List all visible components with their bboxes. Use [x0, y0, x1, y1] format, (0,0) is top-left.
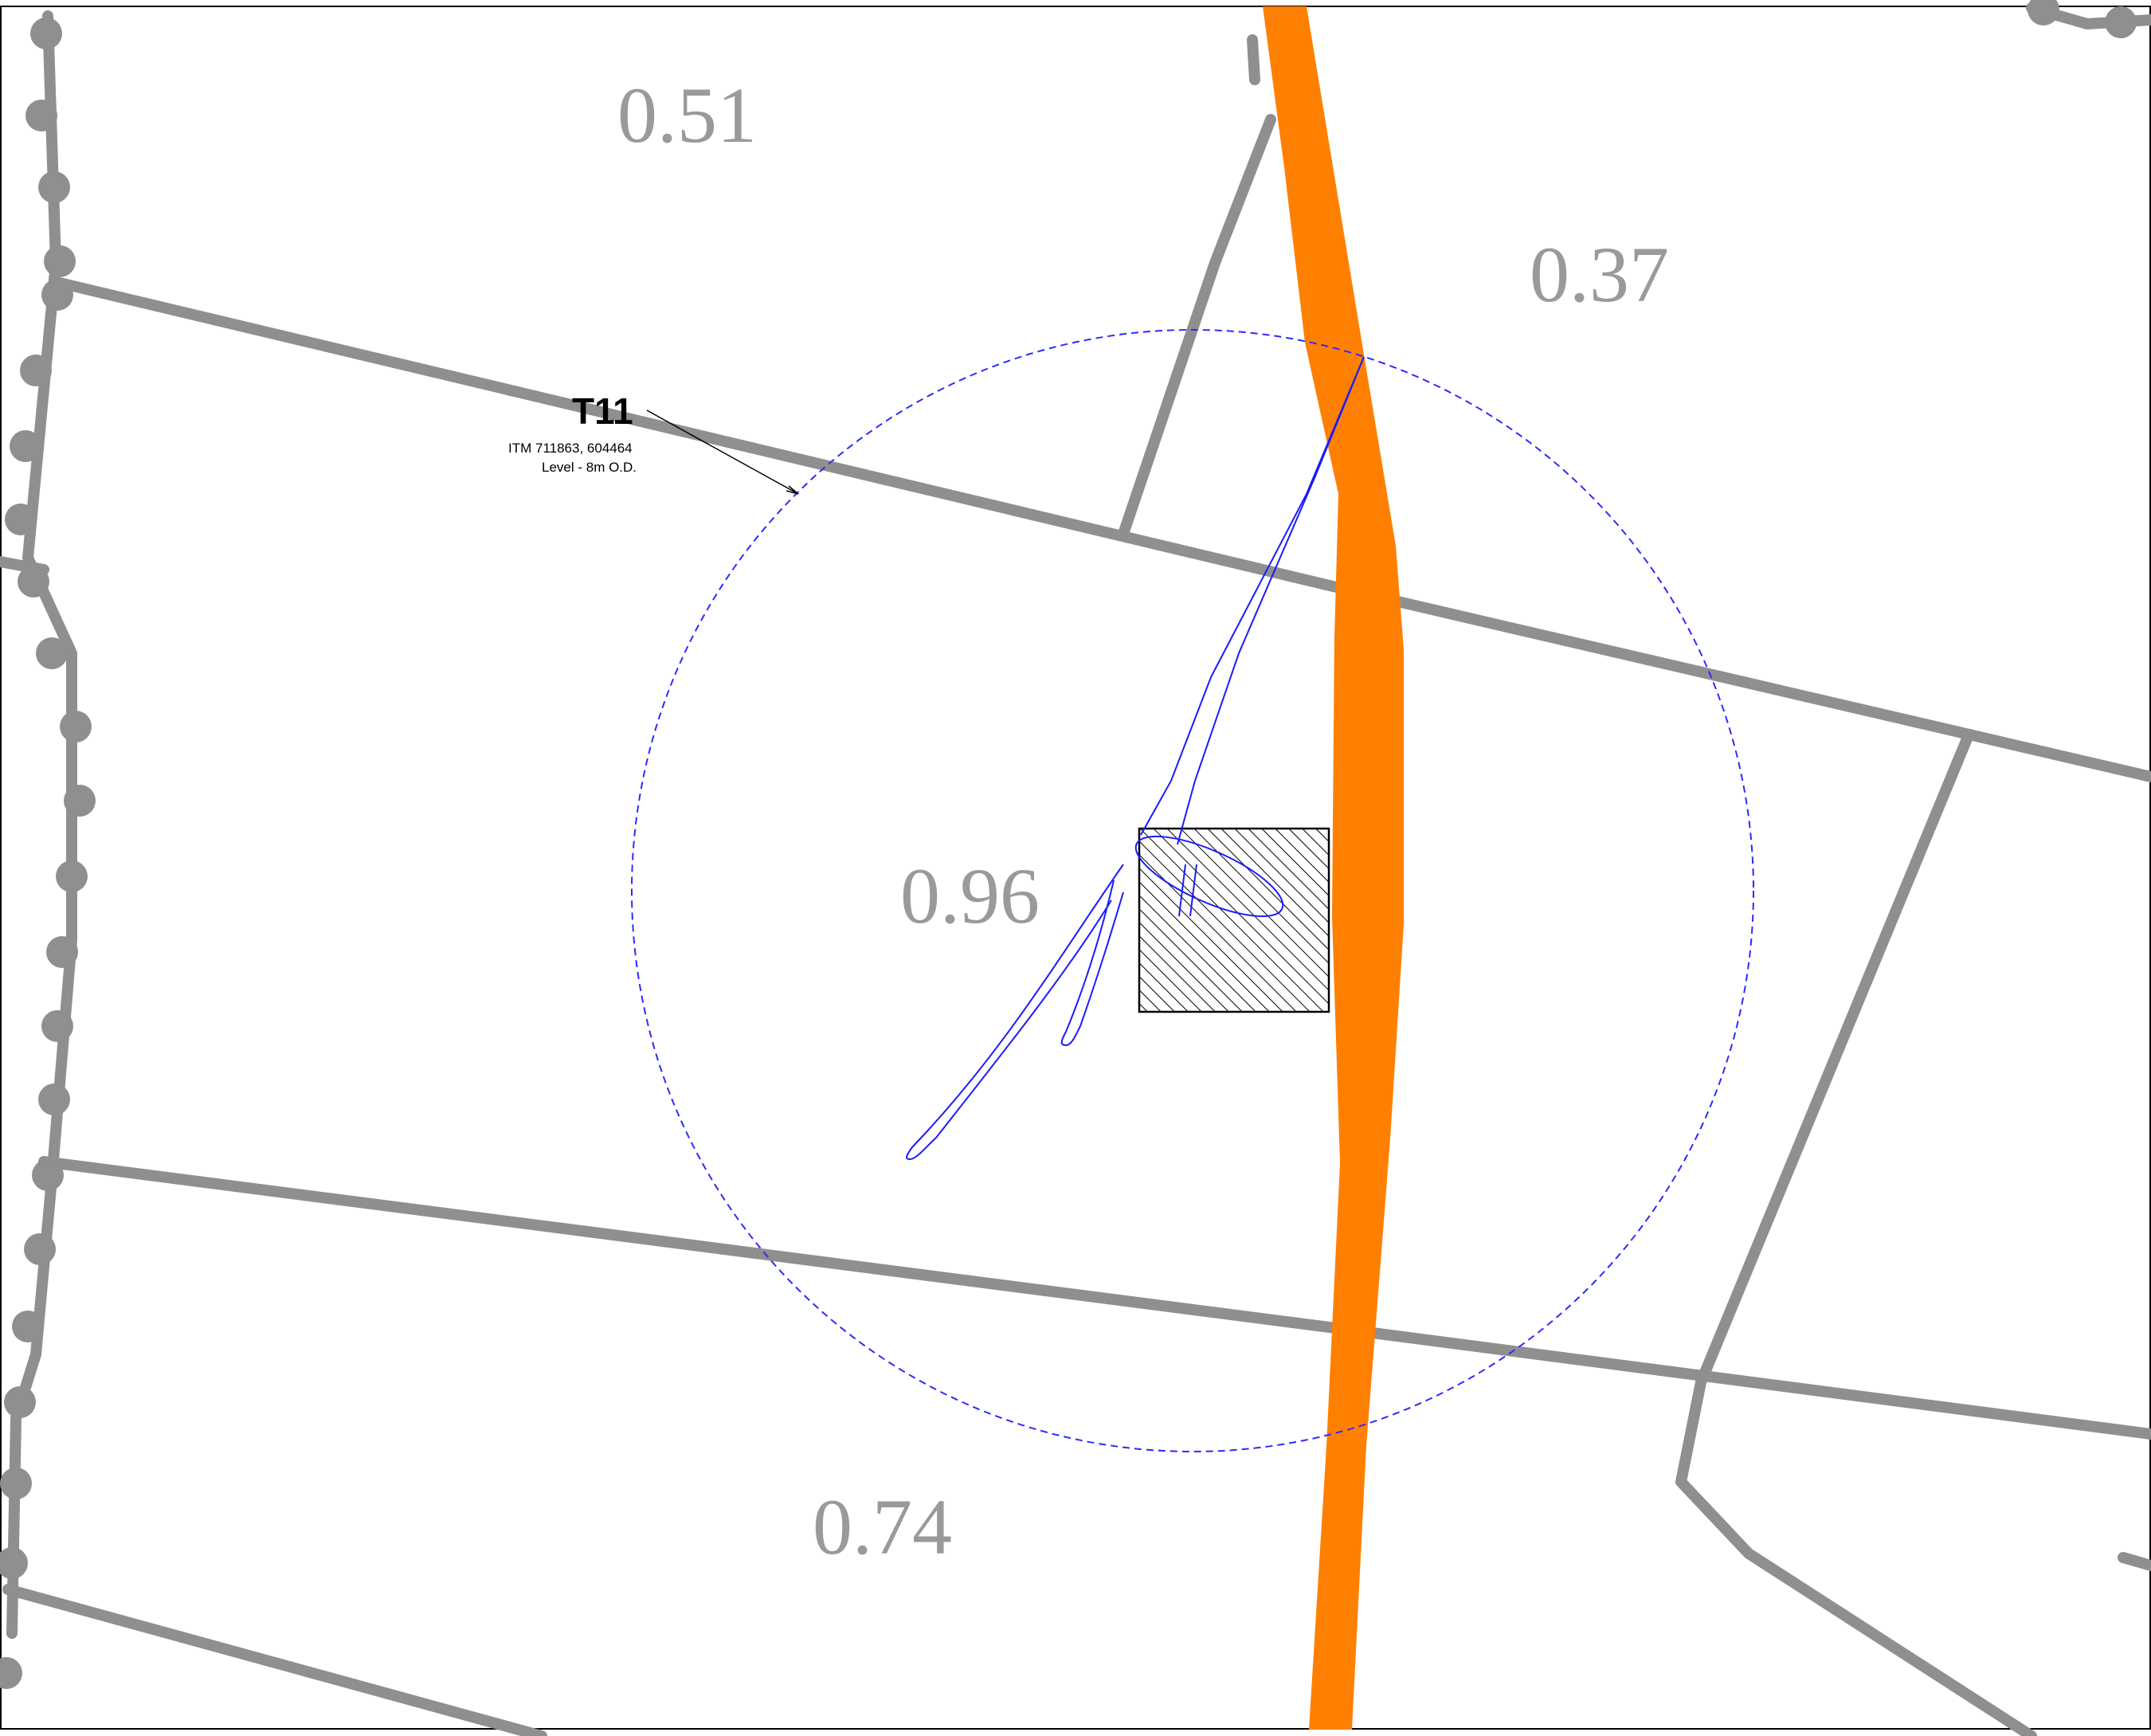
blade-path-line: [1060, 880, 1124, 1047]
hedgerow-node: [38, 171, 70, 203]
blade-swept-path: [906, 356, 1365, 1161]
hedgerow-node: [10, 430, 41, 462]
turbine-level-label: Level - 8m O.D.: [542, 460, 637, 475]
hedgerow-node: [60, 711, 92, 743]
hedgerow-node: [38, 1084, 70, 1115]
hedgerow-node: [2028, 0, 2059, 25]
hedgerow-node: [25, 100, 57, 131]
hedgerow-node: [0, 1657, 22, 1689]
boundary-line-north-spur: [1118, 114, 1276, 539]
blade-path-line: [1140, 356, 1365, 836]
hedgerow-node: [44, 245, 76, 277]
hedgerow-node: [30, 18, 62, 49]
turbine-coordinates-label: ITM 711863, 604464: [508, 441, 633, 456]
hedgerow-node: [41, 1010, 73, 1042]
blade-path-line: [1177, 356, 1365, 845]
hedgerow-node: [46, 936, 78, 968]
boundary-line-top-stub: [1247, 34, 1260, 85]
blade-path-line: [906, 864, 1124, 1161]
boundary-line-south: [2, 1584, 547, 1736]
parcel-area-label: 0.96: [900, 852, 1040, 940]
hardstanding-platform: [1138, 827, 1330, 1013]
hedgerow-node: [4, 1386, 36, 1418]
turbine-id-label[interactable]: T11: [572, 390, 633, 432]
hedgerow-node: [12, 1311, 44, 1342]
hedgerow-node: [2105, 6, 2137, 38]
parcel-area-label: 0.37: [1530, 230, 1669, 319]
turbine-leader-line: [646, 410, 799, 495]
hedgerow-node: [24, 1233, 56, 1265]
boundary-line-east-spur: [1675, 731, 2037, 1736]
parcel-area-label: 0.74: [813, 1483, 952, 1571]
hedgerow-nodes: [0, 0, 2137, 1689]
hedgerow-node: [18, 566, 49, 598]
hedgerow-node: [41, 279, 73, 311]
hedgerow-node: [5, 504, 37, 535]
map-frame: [0, 6, 2151, 1730]
blade-path-loop: [1134, 835, 1284, 918]
turbine-leader-arrowhead: [786, 485, 799, 495]
hedgerow-node: [64, 785, 96, 817]
boundary-line-middle: [38, 1156, 2151, 1440]
hedgerow-node: [0, 1468, 32, 1499]
hedgerow-node: [32, 1159, 64, 1191]
turbine-buffer-circle: [631, 329, 1754, 1452]
turbine-leader: [646, 410, 799, 495]
hedgerow-node: [0, 1547, 28, 1579]
boundary-line-north: [54, 277, 2151, 782]
hedgerow-node: [20, 355, 52, 386]
hedgerow-node: [36, 637, 68, 669]
hedgerow-node: [56, 860, 88, 892]
parcel-area-label: 0.51: [617, 71, 757, 159]
proposed-access-route: [1263, 6, 1404, 1730]
boundary-line-bottom-right-tick: [2118, 1552, 2151, 1571]
blade-path-line: [1189, 864, 1197, 917]
blade-path-line: [1178, 864, 1186, 917]
